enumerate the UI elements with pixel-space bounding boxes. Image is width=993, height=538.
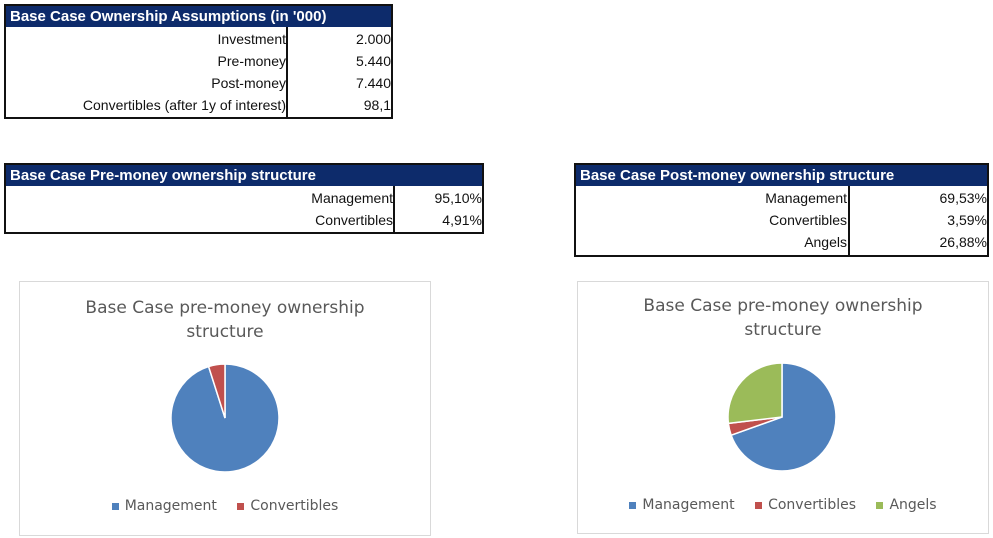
chart-title-line: structure — [186, 322, 264, 342]
legend-item-angels: Angels — [876, 497, 937, 513]
row-label: Management — [765, 190, 847, 206]
row-label: Pre-money — [217, 53, 286, 69]
column-divider — [393, 186, 395, 232]
chart-title-line: Base Case pre-money ownership — [85, 298, 365, 318]
chart-title-line: structure — [744, 320, 822, 340]
chart-title-line: Base Case pre-money ownership — [643, 296, 923, 316]
table-row: Convertibles 4,91% — [6, 209, 482, 231]
row-label: Convertibles (after 1y of interest) — [82, 97, 286, 113]
row-label: Convertibles — [769, 212, 847, 228]
legend-swatch — [237, 502, 245, 510]
row-value: 26,88% — [939, 234, 987, 250]
pre-money-table: Base Case Pre-money ownership structure … — [4, 163, 484, 234]
row-label: Post-money — [211, 75, 286, 91]
pie-plot — [727, 362, 837, 472]
legend-item-convertibles: Convertibles — [755, 497, 856, 513]
row-label: Convertibles — [315, 212, 393, 228]
legend-item-management: Management — [111, 498, 217, 514]
pie-slice-angels — [727, 362, 783, 425]
row-label: Angels — [804, 234, 847, 250]
row-value: 7.440 — [355, 75, 391, 91]
post-money-pie-chart: Base Case pre-money ownership structure … — [577, 281, 989, 534]
pre-money-title: Base Case Pre-money ownership structure — [6, 165, 482, 186]
legend-swatch — [629, 501, 637, 509]
row-label: Investment — [217, 31, 286, 47]
table-row: Post-money 7.440 — [6, 72, 391, 94]
post-money-table: Base Case Post-money ownership structure… — [574, 163, 989, 257]
table-row: Pre-money 5.440 — [6, 50, 391, 72]
table-row: Management 69,53% — [576, 187, 987, 209]
legend-swatch — [876, 501, 884, 509]
row-value: 95,10% — [434, 190, 482, 206]
table-row: Investment 2.000 — [6, 28, 391, 50]
table-row: Convertibles 3,59% — [576, 209, 987, 231]
column-divider — [286, 27, 288, 117]
row-value: 5.440 — [355, 53, 391, 69]
post-money-title: Base Case Post-money ownership structure — [576, 165, 987, 186]
legend-label: Convertibles — [768, 497, 857, 513]
assumptions-table: Base Case Ownership Assumptions (in '000… — [4, 4, 393, 119]
row-value: 4,91% — [442, 212, 482, 228]
legend-item-management: Management — [629, 497, 735, 513]
pie-slice-convertibles — [207, 363, 226, 419]
legend-label: Convertibles — [250, 498, 339, 514]
pre-money-pie-chart: Base Case pre-money ownership structure … — [19, 281, 431, 536]
row-value: 3,59% — [947, 212, 987, 228]
column-divider — [848, 186, 850, 255]
row-value: 2.000 — [355, 31, 391, 47]
legend-label: Management — [124, 498, 217, 514]
row-value: 69,53% — [939, 190, 987, 206]
pie-plot — [170, 363, 280, 473]
legend-item-convertibles: Convertibles — [237, 498, 338, 514]
legend-swatch — [755, 501, 763, 509]
legend-label: Angels — [889, 497, 937, 513]
legend-label: Management — [642, 497, 735, 513]
assumptions-title: Base Case Ownership Assumptions (in '000… — [6, 6, 391, 27]
row-label: Management — [311, 190, 393, 206]
row-value: 98,1 — [363, 97, 391, 113]
table-row: Convertibles (after 1y of interest) 98,1 — [6, 94, 391, 116]
table-row: Angels 26,88% — [576, 231, 987, 253]
pie-slice-management — [730, 362, 837, 472]
legend-swatch — [111, 502, 119, 510]
table-row: Management 95,10% — [6, 187, 482, 209]
chart-legend: Management Convertibles Angels — [578, 497, 988, 513]
chart-legend: Management Convertibles — [20, 498, 430, 514]
